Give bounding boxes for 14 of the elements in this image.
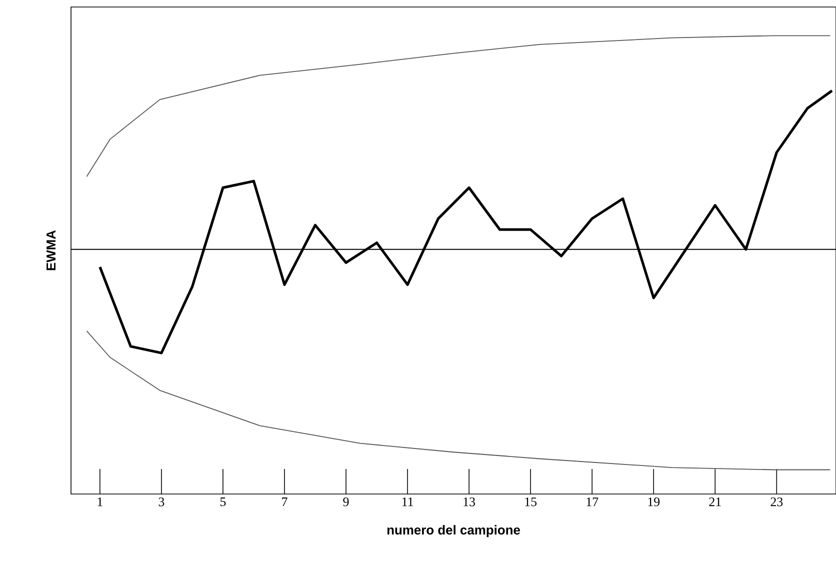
x-tick-label: 23 <box>770 498 783 506</box>
x-tick-label: 13 <box>464 498 476 506</box>
x-tick-label: 11 <box>402 498 413 506</box>
x-tick-label: 9 <box>343 498 349 506</box>
x-tick-label: 7 <box>282 498 288 506</box>
x-tick-label: 5 <box>220 498 226 506</box>
x-axis-title: numero del campione <box>387 525 520 538</box>
x-tick-label: 1 <box>98 498 102 506</box>
y-axis-title: EWMA <box>46 230 56 270</box>
x-tick-label: 3 <box>158 498 164 506</box>
x-tick-label: 21 <box>709 498 721 506</box>
x-tick-label: 17 <box>586 498 598 506</box>
x-tick-label: 15 <box>525 498 537 506</box>
x-tick-label: 19 <box>648 498 660 506</box>
